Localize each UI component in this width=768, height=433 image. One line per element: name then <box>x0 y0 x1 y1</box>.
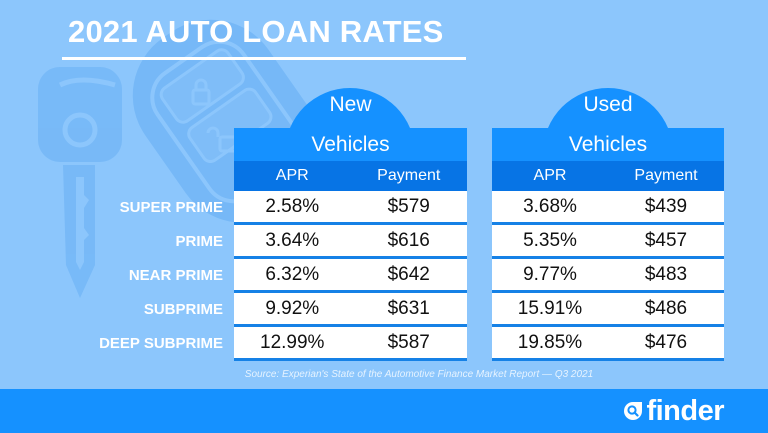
finder-wordmark: finder <box>646 395 724 427</box>
new-vehicles-table: New Vehicles APR Payment 2.58% $579 3.64… <box>234 93 467 361</box>
payment-cell: $486 <box>644 297 688 319</box>
payment-cell: $439 <box>644 195 688 217</box>
tier-label-near-prime: NEAR PRIME <box>128 267 223 284</box>
table-row: 5.35% $457 <box>492 225 724 259</box>
apr-cell: 19.85% <box>517 331 583 353</box>
column-header-apr: APR <box>533 167 567 184</box>
table-row: 12.99% $587 <box>234 327 467 361</box>
payment-cell: $579 <box>387 195 430 217</box>
credit-tier-labels: SUPER PRIME PRIME NEAR PRIME SUBPRIME DE… <box>60 191 223 361</box>
column-header-apr: APR <box>275 167 309 184</box>
finder-logo: finder <box>623 394 724 428</box>
apr-cell: 9.77% <box>523 263 577 285</box>
table-row: 3.64% $616 <box>234 225 467 259</box>
table-row: 2.58% $579 <box>234 191 467 225</box>
table-row: 6.32% $642 <box>234 259 467 293</box>
payment-cell: $587 <box>387 331 430 353</box>
apr-cell: 9.92% <box>265 297 320 319</box>
table-row: 15.91% $486 <box>492 293 724 327</box>
new-vehicles-heading-line1: New <box>329 93 372 116</box>
new-vehicles-heading-line2: Vehicles <box>311 133 390 156</box>
used-vehicles-heading-line1: Used <box>583 93 633 116</box>
tier-label-subprime: SUBPRIME <box>143 301 223 318</box>
payment-cell: $476 <box>644 331 688 353</box>
apr-cell: 2.58% <box>265 195 320 217</box>
apr-cell: 3.68% <box>523 195 577 217</box>
apr-cell: 6.32% <box>265 263 320 285</box>
table-row: 9.77% $483 <box>492 259 724 293</box>
tier-label-deep-subprime: DEEP SUBPRIME <box>99 335 223 352</box>
apr-cell: 3.64% <box>265 229 320 251</box>
column-header-payment: Payment <box>377 167 441 184</box>
finder-logo-icon <box>624 402 643 420</box>
payment-cell: $642 <box>387 263 430 285</box>
payment-cell: $483 <box>644 263 688 285</box>
new-vehicles-column-headers: APR Payment <box>234 161 467 191</box>
new-vehicles-heading: New Vehicles <box>234 93 467 161</box>
payment-cell: $616 <box>387 229 430 251</box>
tier-label-super-prime: SUPER PRIME <box>119 199 223 216</box>
payment-cell: $457 <box>644 229 688 251</box>
used-vehicles-heading-line2: Vehicles <box>568 133 648 156</box>
apr-cell: 15.91% <box>517 297 583 319</box>
table-row: 9.92% $631 <box>234 293 467 327</box>
apr-cell: 5.35% <box>523 229 577 251</box>
payment-cell: $631 <box>387 297 430 319</box>
footer-bar: finder <box>0 389 768 433</box>
used-vehicles-column-headers: APR Payment <box>492 161 724 191</box>
used-vehicles-heading: Used Vehicles <box>492 93 724 161</box>
used-vehicles-table: Used Vehicles APR Payment 3.68% $439 5.3… <box>492 93 724 361</box>
page-title: 2021 AUTO LOAN RATES <box>68 14 444 49</box>
apr-cell: 12.99% <box>260 331 325 353</box>
table-row: 19.85% $476 <box>492 327 724 361</box>
title-underline <box>62 57 466 60</box>
table-row: 3.68% $439 <box>492 191 724 225</box>
source-citation: Source: Experian's State of the Automoti… <box>244 369 594 380</box>
column-header-payment: Payment <box>634 167 698 184</box>
tier-label-prime: PRIME <box>175 233 223 250</box>
